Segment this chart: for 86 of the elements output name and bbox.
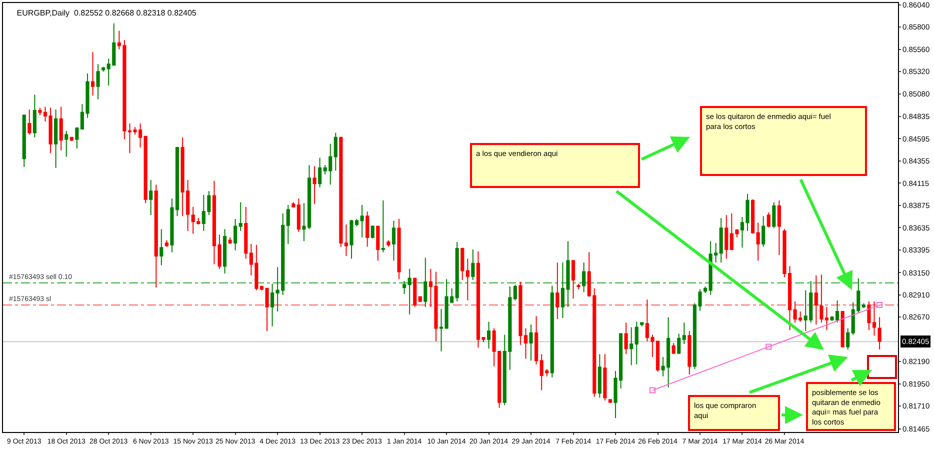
- candlestick: [344, 224, 348, 256]
- candlestick: [296, 198, 300, 232]
- candlestick: [286, 204, 290, 244]
- candlestick: [672, 342, 676, 355]
- candlestick: [862, 302, 866, 308]
- candlestick: [824, 306, 829, 331]
- candlestick: [688, 330, 692, 376]
- candlestick: [270, 283, 274, 327]
- candlestick: [408, 268, 412, 315]
- candlestick: [160, 228, 164, 266]
- candlestick: [228, 236, 232, 244]
- candlestick: [238, 202, 242, 232]
- candlestick: [90, 52, 95, 96]
- candlestick: [402, 280, 406, 294]
- candlestick: [634, 321, 638, 365]
- candlestick: [312, 166, 316, 205]
- candlestick: [455, 242, 459, 302]
- candlestick: [766, 212, 770, 228]
- candlestick: [640, 322, 644, 327]
- candlestick: [598, 354, 602, 398]
- candlestick: [571, 260, 576, 300]
- point: [876, 302, 883, 308]
- candlestick: [576, 283, 580, 290]
- point: [649, 387, 656, 394]
- candlestick: [164, 240, 168, 248]
- candlestick: [154, 184, 158, 288]
- candlestick: [756, 222, 760, 262]
- candlestick: [397, 218, 401, 280]
- candlestick: [54, 109, 58, 168]
- candlestick: [471, 248, 475, 281]
- candlestick: [466, 258, 470, 301]
- candlestick: [814, 274, 818, 326]
- candlestick: [608, 399, 612, 403]
- candlestick: [677, 333, 681, 355]
- candlestick: [370, 224, 374, 239]
- candlestick: [486, 321, 491, 350]
- candlestick: [439, 308, 444, 352]
- candlestick: [144, 136, 148, 204]
- candlestick: [820, 274, 824, 324]
- candlestick: [22, 114, 26, 168]
- candlestick: [75, 126, 79, 149]
- candlestick: [381, 200, 385, 253]
- candlestick: [550, 285, 554, 378]
- candlestick: [386, 240, 390, 248]
- candlestick: [292, 202, 296, 208]
- candlestick: [334, 132, 338, 172]
- candlestick: [32, 94, 36, 138]
- candlestick: [513, 284, 517, 301]
- candlestick: [59, 106, 63, 151]
- candlestick: [582, 262, 586, 293]
- candlestick: [64, 130, 68, 158]
- candlestick: [222, 228, 227, 274]
- candlestick: [846, 328, 850, 350]
- candlestick: [682, 322, 686, 344]
- candlestick: [840, 311, 844, 348]
- candlestick: [772, 202, 776, 229]
- candlestick: [392, 220, 396, 262]
- candlestick: [318, 157, 322, 188]
- candlestick: [376, 226, 380, 262]
- candlestick: [534, 316, 538, 365]
- candlestick: [28, 109, 32, 136]
- candlestick: [529, 324, 533, 362]
- text: EURGBP,Daily 0.82552 0.82668 0.82318 0.82405: [16, 8, 197, 18]
- candlestick: [424, 257, 428, 308]
- candlestick: [762, 216, 766, 248]
- candlestick: [418, 296, 422, 302]
- candlestick: [703, 286, 708, 294]
- candlestick: [96, 64, 100, 100]
- candlestick: [719, 217, 723, 263]
- candlestick: [360, 204, 364, 238]
- candlestick: [339, 136, 343, 248]
- candlestick: [366, 210, 370, 248]
- candlestick: [630, 326, 634, 366]
- candlestick: [244, 206, 248, 260]
- candlestick: [624, 322, 628, 355]
- candlestick: [460, 247, 464, 281]
- candlestick: [603, 354, 607, 401]
- candlestick: [724, 214, 728, 260]
- candlestick: [102, 66, 106, 72]
- point: [766, 344, 772, 350]
- candlestick: [413, 278, 417, 308]
- candlestick: [149, 179, 153, 216]
- candlestick: [751, 198, 755, 234]
- candlestick: [556, 262, 560, 320]
- candlestick: [777, 200, 781, 256]
- candlestick: [234, 218, 238, 251]
